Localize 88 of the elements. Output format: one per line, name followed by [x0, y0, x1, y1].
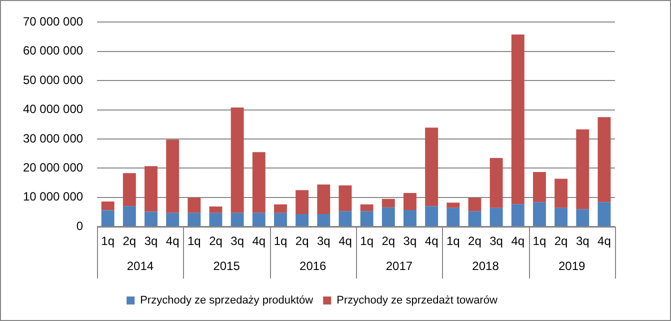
x-tick-label: 2q [468, 234, 482, 248]
bar [122, 206, 136, 226]
x-tick-label: 2q [295, 234, 309, 248]
x-tick-label: 3q [490, 234, 503, 248]
bar [382, 207, 395, 226]
y-tick-label: 20 000 000 [22, 160, 84, 175]
bar [317, 184, 330, 214]
bar [296, 214, 309, 226]
bar [360, 211, 374, 226]
y-tick-label: 70 000 000 [22, 14, 84, 29]
x-tick-label: 2q [382, 234, 396, 248]
text: 2015 [213, 258, 240, 273]
x-tick-label: 4q [598, 234, 611, 248]
bar [101, 210, 114, 226]
y-tick-label: 40 000 000 [22, 102, 84, 116]
bar [404, 193, 416, 210]
x-tick-label: 1q [446, 234, 460, 248]
x-tick-label: 2q [554, 234, 568, 248]
x-tick-label: 1q [187, 234, 201, 248]
x-tick-label: 1q [101, 234, 115, 248]
bar [360, 204, 374, 212]
bar [122, 173, 136, 206]
bar [252, 212, 266, 226]
bar [554, 178, 568, 208]
bar [101, 201, 114, 210]
x-tick-label: 4q [338, 234, 352, 248]
bar [188, 212, 201, 226]
bar [490, 158, 503, 208]
x-tick-label: 3q [316, 234, 330, 248]
y-tick-label: 30 000 000 [22, 131, 84, 146]
x-tick-label: 4q [424, 234, 438, 248]
y-tick-label: 0 [76, 218, 84, 233]
bar [317, 214, 330, 226]
x-tick-label: 1q [532, 234, 546, 248]
bar [598, 117, 611, 202]
bar [274, 204, 287, 213]
bar [468, 198, 482, 212]
x-tick-label: 2q [209, 234, 222, 248]
text: 2014 [126, 258, 154, 273]
bar [490, 208, 503, 226]
bar [511, 204, 524, 226]
bar [532, 172, 546, 202]
bar [446, 202, 460, 208]
bar [576, 129, 590, 210]
bar [274, 212, 287, 226]
x-tick-label: 1q [360, 234, 374, 248]
text: 2019 [558, 258, 586, 273]
x-tick-label: 3q [403, 234, 417, 248]
bar [230, 107, 244, 213]
bar [144, 166, 158, 212]
x-tick-label: 4q [166, 234, 180, 248]
bar [144, 212, 158, 226]
bar [252, 152, 266, 213]
bar [230, 212, 244, 226]
bar [532, 202, 546, 226]
x-tick-label: 4q [252, 234, 266, 248]
bar [166, 212, 180, 226]
y-tick-label: 10 000 000 [22, 190, 84, 204]
x-tick-label: 2q [122, 234, 136, 248]
bar [468, 211, 482, 226]
x-tick-label: 4q [511, 234, 525, 248]
bar [296, 190, 309, 214]
bar [598, 202, 611, 226]
bar [338, 185, 352, 212]
legend-label: Przychody ze sprzedażt towarów [336, 294, 498, 307]
bar [446, 208, 460, 226]
x-tick-label: 1q [274, 234, 288, 248]
bar [382, 198, 395, 208]
text: 2016 [300, 258, 327, 273]
legend-label: Przychody ze sprzedaży produktów [140, 294, 314, 307]
bar [425, 206, 438, 226]
bar [404, 210, 416, 226]
x-tick-label: 3q [576, 234, 590, 248]
bar [425, 128, 438, 206]
bar [511, 34, 524, 204]
text: 2017 [386, 258, 413, 273]
bar [338, 211, 352, 226]
text: 2018 [472, 258, 500, 273]
bar [209, 212, 222, 226]
bar [576, 209, 590, 226]
y-tick-label: 60 000 000 [22, 44, 84, 58]
bar [188, 198, 201, 213]
y-tick-label: 50 000 000 [22, 72, 84, 87]
bar [166, 140, 180, 213]
x-tick-label: 3q [230, 234, 244, 248]
bar [554, 208, 568, 226]
bar [209, 206, 222, 213]
x-tick-label: 3q [144, 234, 158, 248]
